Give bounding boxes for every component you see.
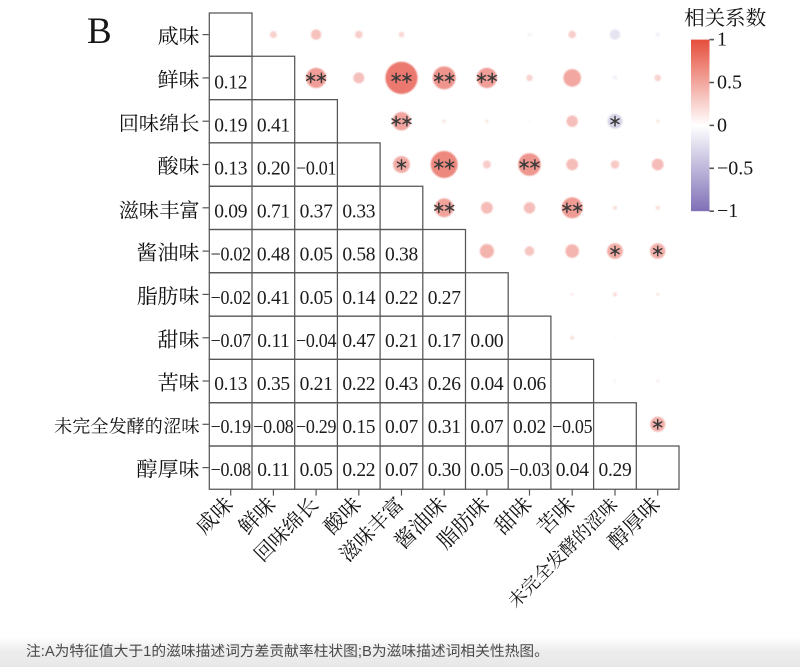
svg-text:苦味: 苦味 [158, 367, 200, 397]
svg-text:0.47: 0.47 [342, 331, 375, 352]
svg-text:滋味丰富: 滋味丰富 [119, 194, 200, 223]
svg-text:醇厚味: 醇厚味 [137, 454, 200, 484]
svg-text:−0.02: −0.02 [211, 288, 251, 309]
svg-text:−0.03: −0.03 [509, 460, 549, 481]
svg-text:0.06: 0.06 [513, 374, 546, 395]
svg-text:0.13: 0.13 [214, 159, 247, 180]
svg-text:鲜味: 鲜味 [158, 64, 200, 94]
svg-text:0.5: 0.5 [717, 72, 742, 94]
svg-text:−0.02: −0.02 [211, 245, 251, 266]
svg-text:0.17: 0.17 [428, 331, 461, 352]
svg-text:0.04: 0.04 [556, 460, 589, 481]
svg-text:0.41: 0.41 [257, 288, 290, 309]
svg-text:0.07: 0.07 [470, 417, 503, 438]
svg-text:0.20: 0.20 [257, 159, 290, 180]
svg-text:0.43: 0.43 [385, 374, 418, 395]
svg-text:−0.04: −0.04 [296, 331, 337, 352]
svg-text:咸味: 咸味 [158, 21, 200, 51]
svg-text:0.35: 0.35 [257, 374, 290, 395]
svg-text:0.15: 0.15 [342, 417, 375, 438]
svg-text:−0.19: −0.19 [211, 417, 251, 438]
svg-text:0.38: 0.38 [385, 245, 418, 266]
svg-text:0.29: 0.29 [599, 460, 632, 481]
svg-text:0.31: 0.31 [428, 417, 461, 438]
svg-text:0.04: 0.04 [470, 374, 503, 395]
svg-text:0.11: 0.11 [257, 331, 289, 352]
svg-text:0.22: 0.22 [385, 288, 418, 309]
svg-text:0.05: 0.05 [300, 288, 333, 309]
svg-text:0.13: 0.13 [214, 374, 247, 395]
svg-text:0.71: 0.71 [257, 202, 290, 223]
svg-text:0.12: 0.12 [214, 72, 247, 93]
svg-text:0.58: 0.58 [342, 245, 375, 266]
svg-text:0.09: 0.09 [214, 202, 247, 223]
svg-text:0.14: 0.14 [342, 288, 375, 309]
svg-text:0.19: 0.19 [214, 115, 247, 136]
svg-text:0.11: 0.11 [257, 460, 289, 481]
svg-text:−1: −1 [717, 200, 738, 222]
svg-text:酱油味: 酱油味 [137, 237, 200, 267]
svg-text:0.26: 0.26 [428, 374, 461, 395]
svg-text:0.07: 0.07 [385, 460, 418, 481]
svg-text:甜味: 甜味 [158, 324, 200, 354]
svg-text:0.22: 0.22 [342, 460, 375, 481]
svg-text:−0.07: −0.07 [211, 331, 252, 352]
svg-text:0.30: 0.30 [428, 460, 461, 481]
svg-text:0.33: 0.33 [342, 202, 375, 223]
svg-text:相关系数: 相关系数 [684, 1, 766, 31]
svg-text:1: 1 [717, 29, 727, 51]
svg-text:0.41: 0.41 [257, 115, 290, 136]
svg-text:甜味: 甜味 [487, 490, 538, 541]
svg-text:0.21: 0.21 [300, 374, 333, 395]
svg-text:酸味: 酸味 [158, 151, 200, 181]
svg-text:0.07: 0.07 [385, 417, 418, 438]
svg-text:−0.08: −0.08 [253, 417, 293, 438]
svg-text:咸味: 咸味 [188, 490, 239, 541]
svg-text:0.27: 0.27 [428, 288, 461, 309]
svg-text:脂肪味: 脂肪味 [137, 280, 200, 310]
svg-text:0.05: 0.05 [300, 460, 333, 481]
svg-text:0: 0 [717, 114, 727, 136]
svg-text:−0.01: −0.01 [296, 159, 336, 180]
svg-text:回味绵长: 回味绵长 [119, 108, 200, 137]
svg-text:0.22: 0.22 [342, 374, 375, 395]
svg-text:0.37: 0.37 [300, 202, 333, 223]
svg-text:0.05: 0.05 [300, 245, 333, 266]
svg-text:0.02: 0.02 [513, 417, 546, 438]
svg-text:0.05: 0.05 [470, 460, 503, 481]
svg-text:0.00: 0.00 [470, 331, 503, 352]
svg-text:0.48: 0.48 [257, 245, 290, 266]
svg-text:0.21: 0.21 [385, 331, 418, 352]
svg-text:−0.5: −0.5 [717, 157, 753, 179]
svg-text:−0.08: −0.08 [211, 460, 251, 481]
svg-text:未完全发酵的涩味: 未完全发酵的涩味 [54, 412, 200, 438]
svg-text:−0.05: −0.05 [552, 417, 592, 438]
svg-text:−0.29: −0.29 [296, 417, 336, 438]
svg-text:B: B [87, 11, 112, 52]
svg-text:注:A为特征值大于1的滋味描述词方差贡献率柱状图;B为滋味描: 注:A为特征值大于1的滋味描述词方差贡献率柱状图;B为滋味描述词相关性热图。 [26, 640, 549, 661]
